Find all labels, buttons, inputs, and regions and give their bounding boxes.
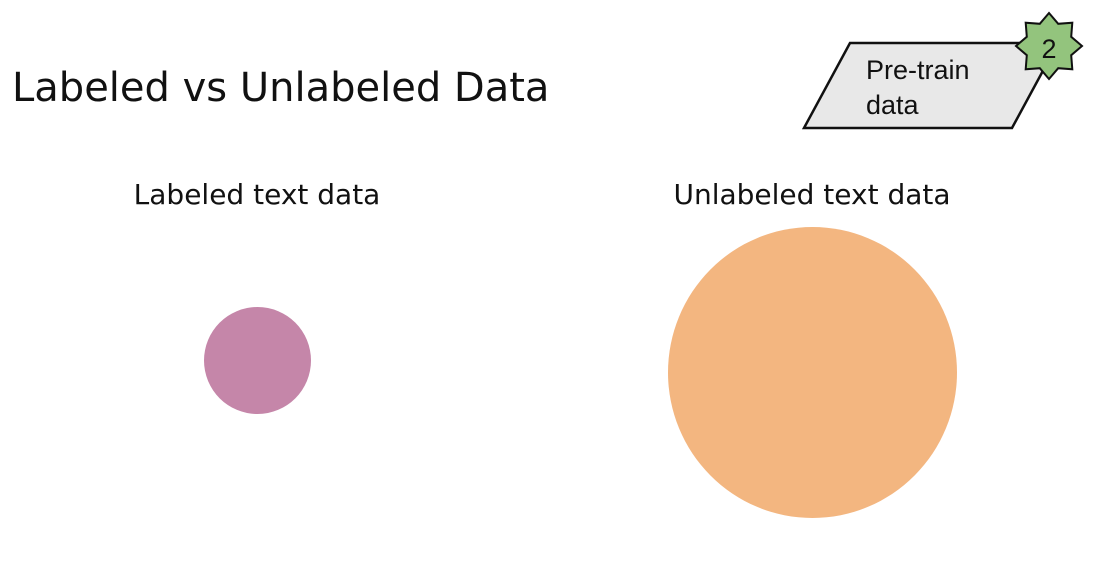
pretrain-label-line1: Pre-train xyxy=(866,55,970,85)
slide-title: Labeled vs Unlabeled Data xyxy=(12,65,550,111)
pretrain-label-line2: data xyxy=(866,90,920,120)
step-number: 2 xyxy=(1041,34,1056,64)
unlabeled-text-data-label: Unlabeled text data xyxy=(673,178,951,211)
labeled-data-circle xyxy=(204,307,311,414)
pretrain-data-parallelogram xyxy=(801,41,1061,130)
step-star-icon xyxy=(1014,11,1084,81)
unlabeled-data-circle xyxy=(668,227,957,518)
labeled-text-data-label: Labeled text data xyxy=(133,178,381,211)
